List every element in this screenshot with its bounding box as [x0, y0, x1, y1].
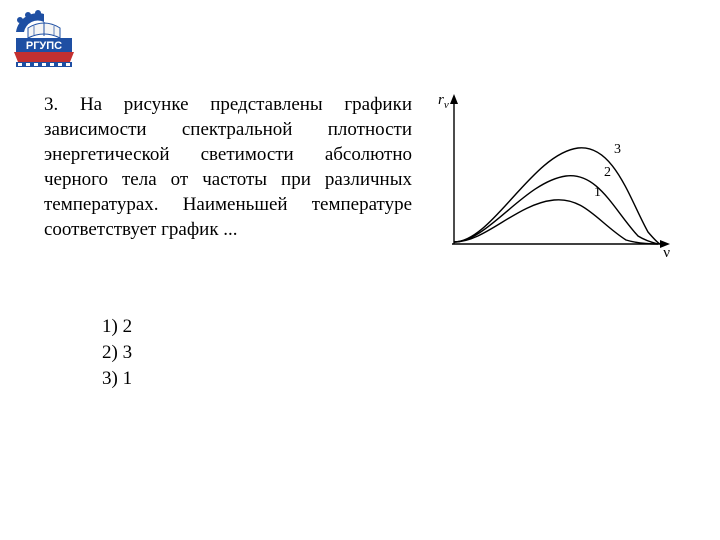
y-axis-label: rν: [438, 92, 449, 111]
x-axis-label: ν: [663, 245, 670, 262]
blackbody-chart: rν 1 2 3 ν: [426, 92, 676, 272]
logo-text: РГУПС: [26, 40, 62, 52]
answer-option-3: 3) 1: [102, 366, 676, 392]
answer-option-2: 2) 3: [102, 340, 676, 366]
curve-label-2: 2: [604, 165, 611, 181]
answer-list: 1) 2 2) 3 3) 1: [102, 314, 676, 393]
institution-logo: РГУПС: [10, 8, 78, 76]
answer-option-1: 1) 2: [102, 314, 676, 340]
curve-label-1: 1: [594, 185, 601, 201]
curve-label-3: 3: [614, 142, 621, 158]
question-text: 3. На рисунке представлены графики завис…: [44, 92, 412, 242]
